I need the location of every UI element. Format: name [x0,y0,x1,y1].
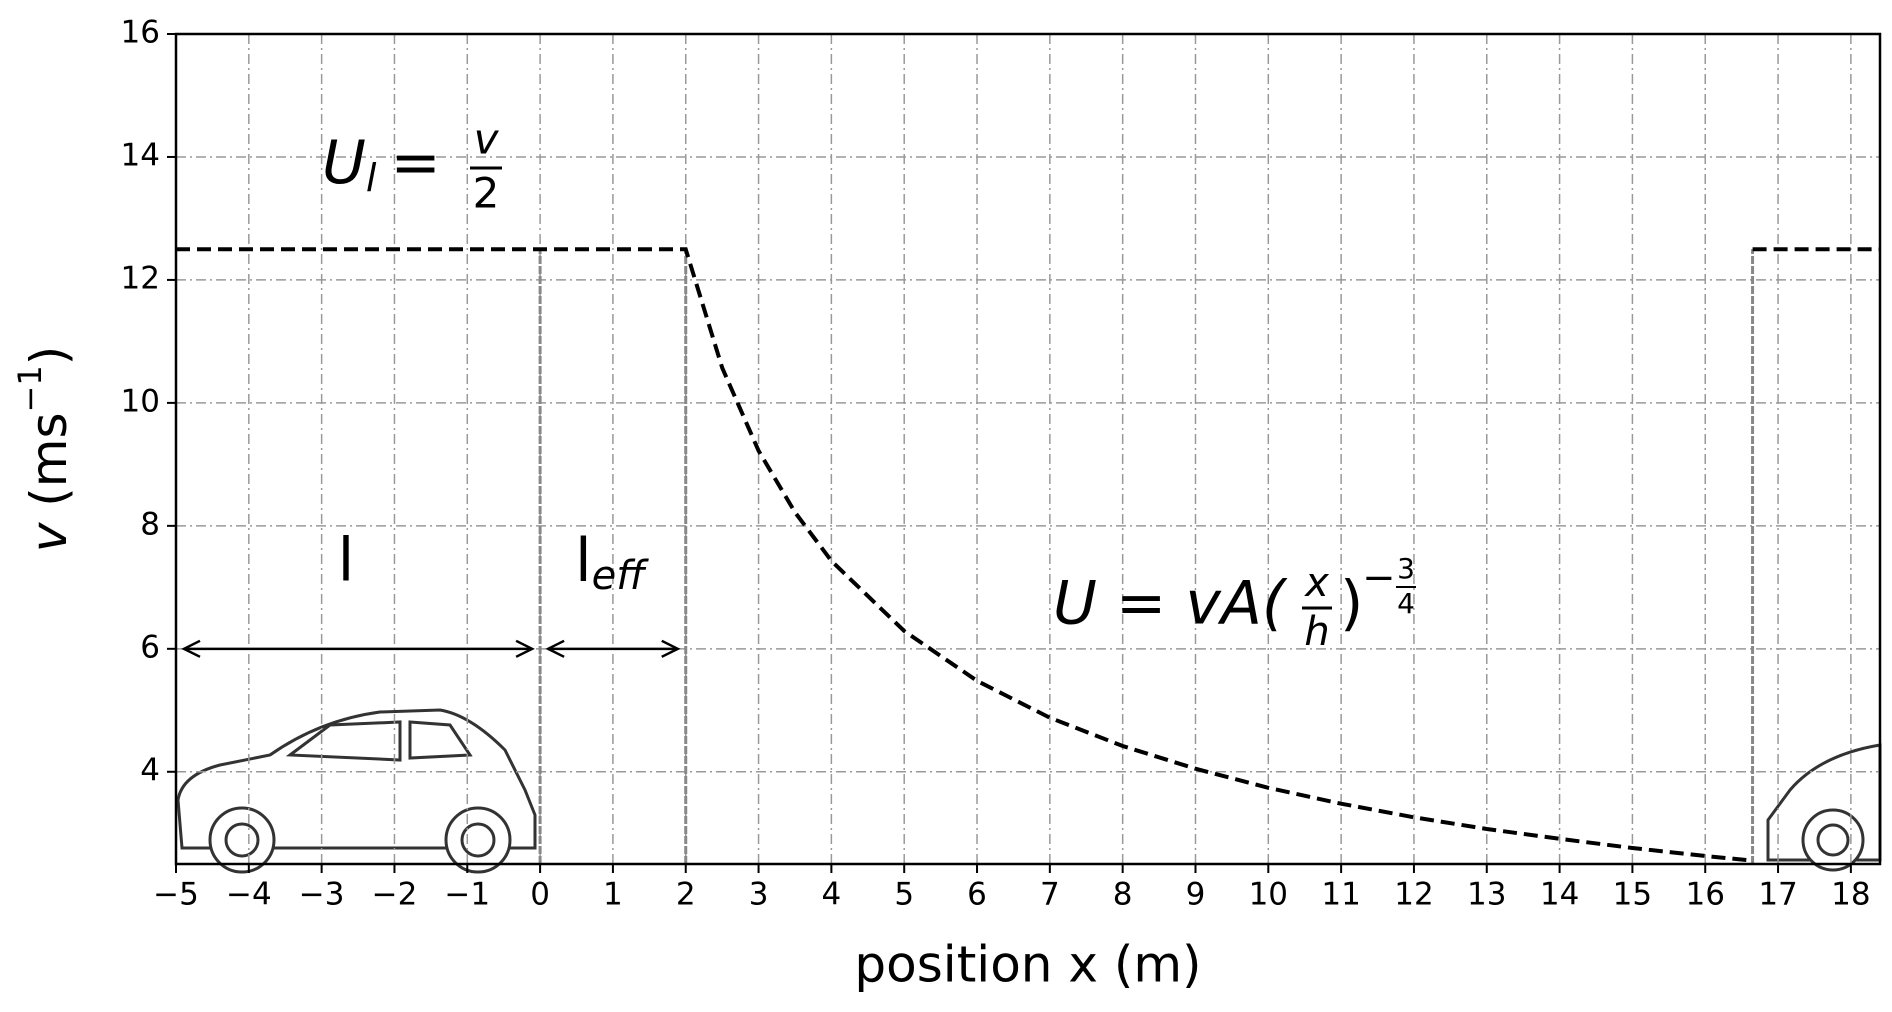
leff-main: l [575,526,592,596]
u-lhs: U = vA( [1053,569,1288,639]
x-tick-label: 6 [967,877,987,913]
x-tick-label: 4 [822,877,842,913]
x-axis-label: position x (m) [854,936,1201,994]
car-right [1766,743,1882,872]
car-left [176,708,537,874]
x-tick-label: 8 [1113,877,1133,913]
x-tick-label: −2 [372,877,418,913]
x-tick-label: 14 [1540,877,1579,913]
y-tick-label: 4 [140,752,160,788]
data-line [176,247,1880,863]
x-tick-label: 0 [530,877,550,913]
y-label-exp: −1 [11,365,49,412]
y-tick-label: 10 [121,383,160,419]
x-tick-label: 7 [1040,877,1060,913]
y-tick-label: 12 [121,260,160,296]
x-tick-label: 13 [1467,877,1506,913]
x-tick-label: 3 [749,877,769,913]
u-exp-num: 3 [1397,552,1415,585]
y-label-unit: (ms [20,412,78,522]
y-axis-label: v (ms−1) [11,346,78,552]
arrow-head [515,639,535,658]
x-tick-label: −4 [226,877,272,913]
annotation-l: l [338,526,355,596]
u-exp-den: 4 [1397,587,1415,620]
ul-main: U [322,128,366,198]
leff-sub: eff [592,553,650,599]
y-tick-label: 6 [140,629,160,665]
y-tick-label: 14 [121,137,160,173]
x-tick-label: 17 [1758,877,1797,913]
u-exp-sign: − [1362,555,1396,601]
x-tick-label: 5 [894,877,914,913]
x-tick-label: −5 [153,877,199,913]
y-tick-label: 8 [140,506,160,542]
x-tick-label: 16 [1686,877,1725,913]
arrow-head [661,639,681,658]
x-tick-label: 9 [1186,877,1206,913]
ul-num: v [474,115,500,164]
x-tick-label: 1 [603,877,623,913]
x-tick-label: −1 [444,877,490,913]
ul-den: 2 [473,169,500,218]
x-tick-label: 18 [1831,877,1870,913]
u-close: ) [1340,569,1363,639]
y-label-close: ) [20,346,78,366]
arrow-head [181,639,201,658]
x-tick-label: 2 [676,877,696,913]
ul-eq: = [390,128,440,198]
ul-sub: l [366,156,377,200]
u-den: h [1304,609,1329,655]
x-tick-label: 10 [1249,877,1288,913]
arrow-head [545,639,565,658]
u-num: x [1303,560,1329,606]
x-tick-label: 12 [1394,877,1433,913]
x-tick-label: 15 [1613,877,1652,913]
annotation-ul: Ul = [322,128,441,200]
y-label-var: v [20,521,78,552]
annotation-leff: leff [575,526,649,599]
x-tick-label: −3 [299,877,345,913]
y-tick-label: 16 [121,15,160,51]
plot-frame [174,32,1882,866]
x-tick-label: 11 [1321,877,1360,913]
